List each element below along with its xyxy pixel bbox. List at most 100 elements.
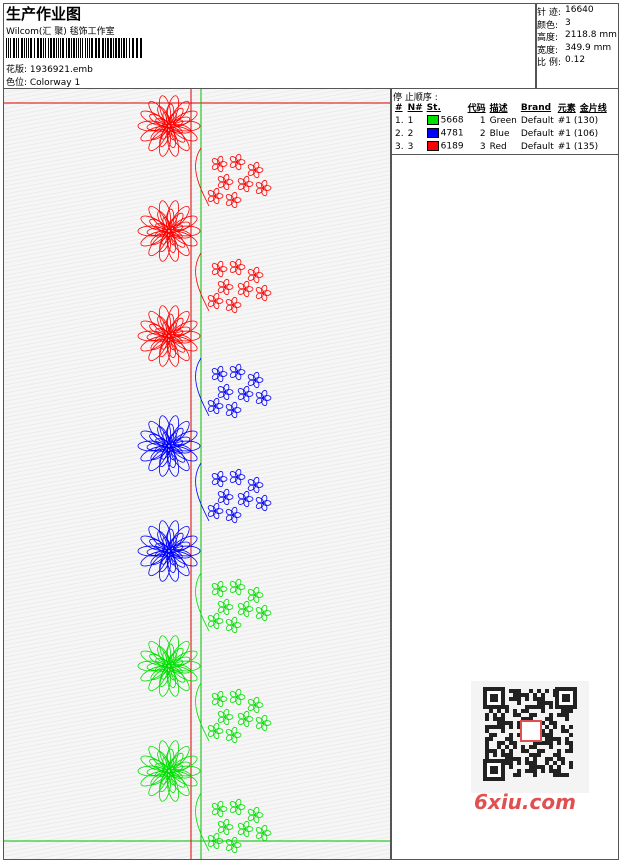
petal	[223, 383, 230, 393]
petal	[167, 329, 184, 339]
petal	[223, 488, 230, 498]
qr-cell	[549, 741, 553, 745]
qr-cell	[557, 773, 561, 777]
petal	[173, 440, 201, 452]
petal	[261, 824, 268, 834]
petal	[166, 450, 180, 477]
petal	[217, 155, 224, 165]
column-header: St.	[426, 102, 441, 113]
cell-text: 2	[407, 128, 414, 139]
qr-cell	[509, 721, 513, 725]
petal	[217, 260, 224, 270]
qr-cell	[525, 769, 529, 773]
petal	[172, 551, 198, 567]
qr-cell	[565, 709, 569, 713]
small-flowers	[195, 357, 272, 419]
column-header: 描述	[489, 104, 508, 114]
qr-cell	[529, 717, 533, 721]
bar-stripe	[107, 38, 109, 58]
bar-stripe	[24, 38, 25, 58]
qr-cell	[549, 733, 553, 737]
petal	[223, 278, 230, 288]
bar-stripe	[56, 38, 57, 58]
petal	[235, 258, 242, 268]
stem	[195, 572, 210, 632]
cell-text: 6189	[440, 141, 464, 152]
qr-cell	[565, 741, 569, 745]
qr-cell	[533, 761, 537, 765]
petal	[213, 397, 220, 407]
qr-cell	[565, 749, 569, 753]
qr-cell	[517, 773, 521, 777]
qr-cell	[557, 749, 561, 753]
table-cell: 3.	[393, 140, 406, 153]
design-art	[4, 89, 391, 859]
petal	[173, 660, 201, 672]
qr-cell	[529, 705, 533, 709]
petal	[243, 280, 250, 290]
table-row: 1. 1 5668 1 Green Default #1 (130)	[393, 114, 609, 127]
qr-cell	[541, 709, 545, 713]
petal	[172, 336, 198, 352]
qr-cell	[517, 769, 521, 773]
table-cell: 1	[466, 114, 488, 127]
bar-stripe	[43, 38, 44, 58]
qr-cell	[529, 753, 533, 757]
cell-text: 3	[479, 141, 486, 152]
stat-row: 颜色: 3	[537, 18, 617, 31]
bar-stripe	[87, 38, 88, 58]
qr-cell	[517, 725, 521, 729]
petal	[261, 714, 268, 724]
table-row: 2. 2 4781 2 Blue Default #1 (106)	[393, 127, 609, 140]
petal	[261, 284, 268, 294]
qr-cell	[485, 729, 489, 733]
cell-text: 2	[479, 128, 486, 139]
table-title: 停 止顺序 :	[393, 93, 438, 103]
bar-stripe	[18, 38, 19, 58]
table-cell: #1 (106)	[556, 127, 609, 140]
qr-finder-dot	[490, 766, 498, 774]
petal	[243, 600, 250, 610]
table-cell: 5668	[425, 114, 466, 127]
bar-stripe	[21, 38, 23, 58]
bar-stripe	[71, 38, 72, 58]
bar-stripe	[28, 38, 29, 58]
stat-label: 颜色:	[537, 20, 559, 31]
bar-stripe	[129, 38, 130, 58]
table-cell: Default	[519, 114, 556, 127]
qr-cell	[561, 757, 565, 761]
bar-stripe	[136, 38, 138, 58]
bar-stripe	[8, 38, 9, 58]
qr-cell	[521, 693, 525, 697]
petal	[213, 612, 220, 622]
stat-label: 高度:	[537, 33, 559, 43]
petal	[172, 231, 198, 247]
stop-sequence-panel: 停 止顺序 : # N# St. 代码 描述 Brand 元素 金片线 1. 1 5668 1 Gree…	[390, 88, 619, 860]
qr-cell	[541, 697, 545, 701]
petal	[167, 544, 184, 554]
stem	[195, 792, 210, 852]
qr-cell	[553, 753, 557, 757]
petal	[261, 389, 268, 399]
stat-label: 比 例:	[537, 58, 561, 68]
bar-stripe	[76, 38, 77, 58]
qr-cell	[553, 773, 557, 777]
bar-stripe	[16, 38, 17, 58]
qr-cell	[525, 697, 529, 701]
qr-cell	[489, 733, 493, 737]
qr-cell	[533, 745, 537, 749]
petal	[231, 616, 238, 626]
qr-cell	[529, 765, 533, 769]
qr-cell	[513, 757, 517, 761]
qr-cell	[553, 725, 557, 729]
qr-cell	[509, 753, 513, 757]
cell-text: 5668	[440, 115, 464, 126]
qr-cell	[533, 705, 537, 709]
bar-stripe	[82, 38, 83, 58]
petal	[217, 470, 224, 480]
bar-stripe	[113, 38, 114, 58]
qr-cell	[485, 725, 489, 729]
column-header: 元素	[557, 104, 576, 114]
qr-cell	[529, 761, 533, 765]
bar-stripe	[50, 38, 52, 58]
